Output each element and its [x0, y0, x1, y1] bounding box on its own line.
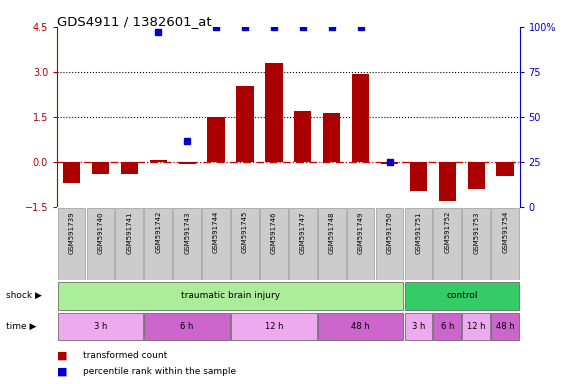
FancyBboxPatch shape [491, 313, 519, 340]
Text: GSM591740: GSM591740 [98, 211, 103, 253]
FancyBboxPatch shape [87, 208, 114, 280]
Bar [496, 162, 514, 176]
Text: ■: ■ [57, 350, 67, 360]
Text: 6 h: 6 h [441, 322, 454, 331]
Text: GSM591749: GSM591749 [357, 211, 364, 253]
Text: 3 h: 3 h [412, 322, 425, 331]
Text: GSM591746: GSM591746 [271, 211, 277, 253]
Text: GSM591745: GSM591745 [242, 211, 248, 253]
Bar [63, 162, 80, 183]
Bar [294, 111, 311, 162]
FancyBboxPatch shape [347, 208, 375, 280]
FancyBboxPatch shape [405, 313, 432, 340]
Text: GSM591754: GSM591754 [502, 211, 508, 253]
Text: GSM591751: GSM591751 [416, 211, 421, 253]
Text: 12 h: 12 h [467, 322, 485, 331]
Text: GSM591748: GSM591748 [329, 211, 335, 253]
Text: 6 h: 6 h [180, 322, 194, 331]
FancyBboxPatch shape [144, 313, 230, 340]
Bar [410, 162, 427, 191]
Bar [265, 63, 283, 162]
FancyBboxPatch shape [318, 313, 403, 340]
Text: GSM591750: GSM591750 [387, 211, 392, 253]
FancyBboxPatch shape [463, 313, 490, 340]
FancyBboxPatch shape [433, 313, 461, 340]
FancyBboxPatch shape [260, 208, 288, 280]
Text: GSM591747: GSM591747 [300, 211, 306, 253]
FancyBboxPatch shape [405, 282, 519, 310]
FancyBboxPatch shape [433, 208, 461, 280]
FancyBboxPatch shape [58, 282, 403, 310]
FancyBboxPatch shape [58, 208, 86, 280]
Text: GSM591742: GSM591742 [155, 211, 161, 253]
FancyBboxPatch shape [318, 208, 345, 280]
Bar [468, 162, 485, 189]
Text: control: control [446, 291, 477, 300]
Text: GSM591741: GSM591741 [126, 211, 132, 253]
FancyBboxPatch shape [231, 208, 259, 280]
FancyBboxPatch shape [115, 208, 143, 280]
Bar [439, 162, 456, 201]
FancyBboxPatch shape [144, 208, 172, 280]
Bar [207, 117, 225, 162]
Text: ■: ■ [57, 366, 67, 376]
Bar [92, 162, 109, 174]
FancyBboxPatch shape [463, 208, 490, 280]
Text: GSM591743: GSM591743 [184, 211, 190, 253]
Text: GSM591744: GSM591744 [213, 211, 219, 253]
Bar [150, 160, 167, 162]
Bar [120, 162, 138, 174]
Text: transformed count: transformed count [83, 351, 167, 360]
Text: GSM591753: GSM591753 [473, 211, 479, 253]
FancyBboxPatch shape [231, 313, 317, 340]
FancyBboxPatch shape [202, 208, 230, 280]
FancyBboxPatch shape [376, 208, 403, 280]
FancyBboxPatch shape [289, 208, 317, 280]
Text: time ▶: time ▶ [6, 322, 36, 331]
Text: GSM591739: GSM591739 [69, 211, 75, 254]
Bar [179, 162, 196, 164]
Text: 48 h: 48 h [351, 322, 370, 331]
Bar [323, 113, 340, 162]
Text: 12 h: 12 h [264, 322, 283, 331]
FancyBboxPatch shape [491, 208, 519, 280]
Text: 48 h: 48 h [496, 322, 514, 331]
Text: GSM591752: GSM591752 [444, 211, 451, 253]
FancyBboxPatch shape [174, 208, 201, 280]
Bar [352, 73, 369, 162]
FancyBboxPatch shape [58, 313, 143, 340]
Text: shock ▶: shock ▶ [6, 291, 42, 300]
Text: GDS4911 / 1382601_at: GDS4911 / 1382601_at [57, 15, 212, 28]
Bar [236, 86, 254, 162]
Bar [381, 162, 398, 164]
Text: 3 h: 3 h [94, 322, 107, 331]
FancyBboxPatch shape [405, 208, 432, 280]
Text: traumatic brain injury: traumatic brain injury [181, 291, 280, 300]
Text: percentile rank within the sample: percentile rank within the sample [83, 367, 236, 376]
